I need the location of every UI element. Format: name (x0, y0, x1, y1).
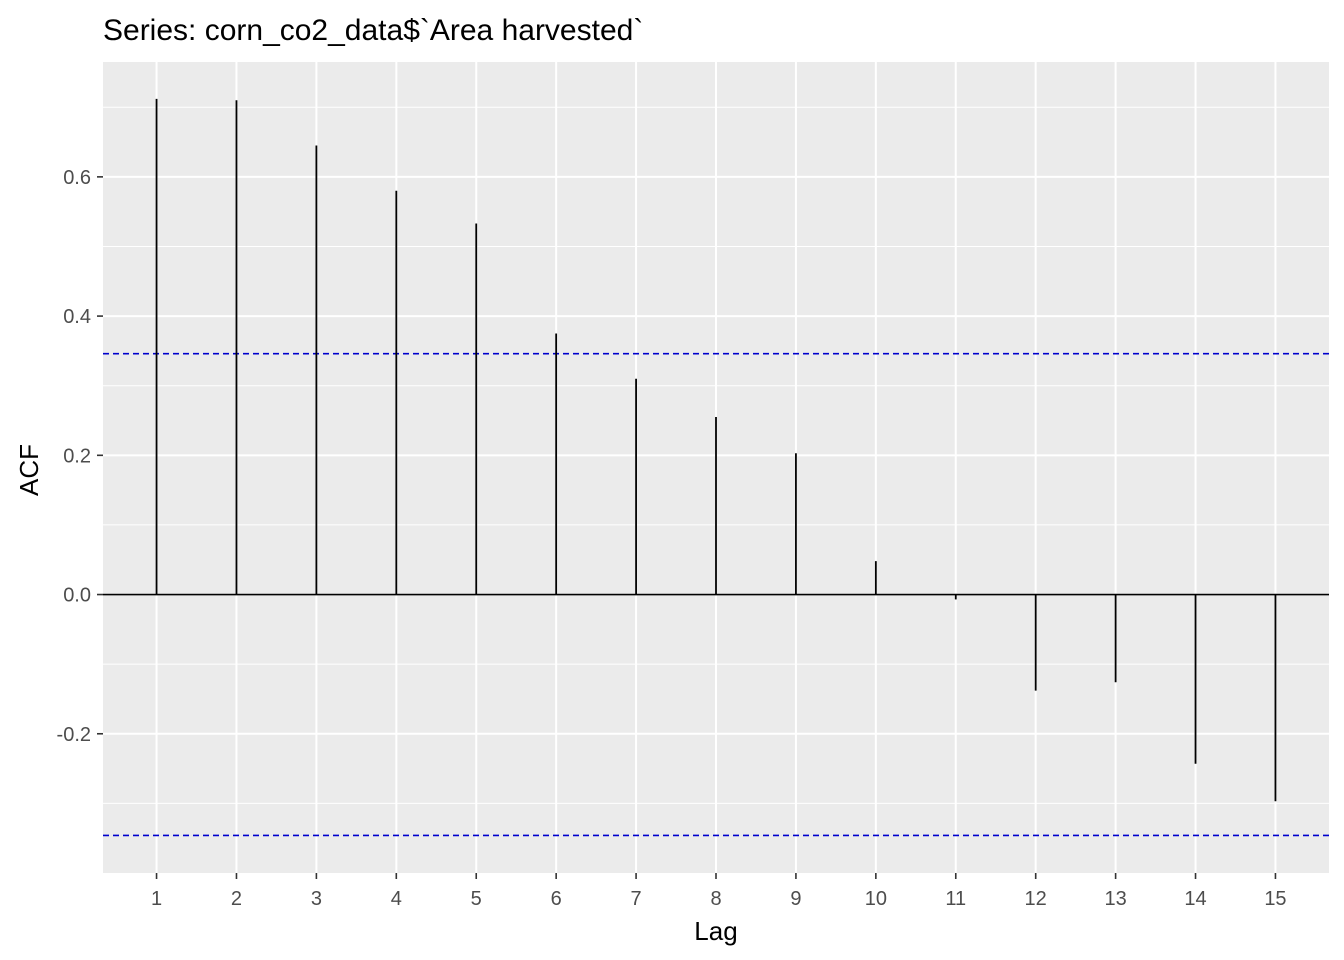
x-tick-label: 1 (151, 888, 162, 910)
y-tick-label: 0.6 (63, 167, 91, 189)
y-tick-label: 0.2 (63, 445, 91, 467)
x-tick-label: 4 (391, 888, 402, 910)
y-tick-label: 0.0 (63, 585, 91, 607)
y-tick-label: -0.2 (57, 724, 91, 746)
y-axis: -0.2 0.0 0.2 0.4 0.6 (57, 167, 103, 746)
x-axis: 1 2 3 4 5 6 7 8 9 10 11 12 13 14 15 (151, 873, 1287, 910)
confidence-bands (103, 352, 1329, 837)
y-tick-label: 0.4 (63, 306, 91, 328)
x-tick-label: 7 (631, 888, 642, 910)
y-axis-title: ACF (14, 444, 44, 496)
x-tick-label: 14 (1184, 888, 1206, 910)
x-tick-label: 8 (710, 888, 721, 910)
x-tick-label: 15 (1264, 888, 1286, 910)
x-axis-title: Lag (694, 916, 737, 946)
x-tick-label: 5 (471, 888, 482, 910)
x-tick-label: 11 (945, 888, 966, 910)
x-tick-label: 10 (865, 888, 887, 910)
x-tick-label: 3 (311, 888, 322, 910)
chart-title: Series: corn_co2_data$`Area harvested` (103, 14, 643, 47)
x-tick-label: 2 (231, 888, 242, 910)
x-tick-label: 13 (1104, 888, 1126, 910)
acf-bars (155, 98, 1277, 802)
x-tick-label: 9 (790, 888, 801, 910)
x-tick-label: 12 (1025, 888, 1047, 910)
x-tick-label: 6 (551, 888, 562, 910)
